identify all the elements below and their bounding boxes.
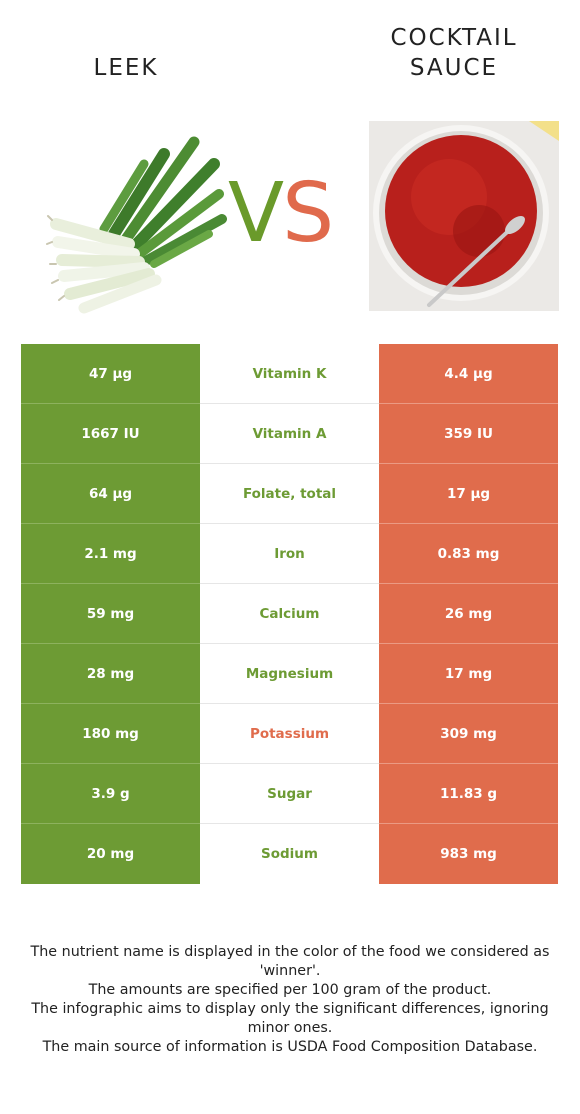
table-row: 47 µg Vitamin K 4.4 µg xyxy=(21,344,558,404)
footnote-line3: The infographic aims to display only the… xyxy=(31,1001,549,1036)
cocktail-sauce-value: 983 mg xyxy=(379,824,558,884)
nutrient-name: Magnesium xyxy=(200,644,379,704)
cocktail-sauce-value: 17 mg xyxy=(379,644,558,704)
cocktail-sauce-value: 4.4 µg xyxy=(379,344,558,404)
cocktail-sauce-value: 26 mg xyxy=(379,584,558,644)
cocktail-sauce-image xyxy=(369,121,559,311)
leek-value: 20 mg xyxy=(21,824,200,884)
leek-value: 180 mg xyxy=(21,704,200,764)
left-food-title: LEEK xyxy=(93,55,159,81)
leek-value: 1667 IU xyxy=(21,404,200,464)
leek-value: 47 µg xyxy=(21,344,200,404)
table-row: 2.1 mg Iron 0.83 mg xyxy=(21,524,558,584)
cocktail-sauce-value: 359 IU xyxy=(379,404,558,464)
footnote-line4: The main source of information is USDA F… xyxy=(42,1039,538,1055)
table-row: 28 mg Magnesium 17 mg xyxy=(21,644,558,704)
vs-v: V xyxy=(228,166,284,261)
footnote: The nutrient name is displayed in the co… xyxy=(20,943,560,1057)
nutrient-name: Vitamin A xyxy=(200,404,379,464)
table-row: 64 µg Folate, total 17 µg xyxy=(21,464,558,524)
leek-value: 2.1 mg xyxy=(21,524,200,584)
table-row: 20 mg Sodium 983 mg xyxy=(21,824,558,884)
leek-value: 3.9 g xyxy=(21,764,200,824)
table-row: 1667 IU Vitamin A 359 IU xyxy=(21,404,558,464)
right-title-line1: COCKTAIL xyxy=(390,25,518,51)
cocktail-sauce-value: 11.83 g xyxy=(379,764,558,824)
right-title-line2: SAUCE xyxy=(409,55,499,81)
nutrient-name: Vitamin K xyxy=(200,344,379,404)
leek-value: 64 µg xyxy=(21,464,200,524)
footnote-line1: The nutrient name is displayed in the co… xyxy=(30,944,550,979)
leek-value: 28 mg xyxy=(21,644,200,704)
nutrient-name: Sodium xyxy=(200,824,379,884)
right-food-title: COCKTAIL SAUCE xyxy=(364,23,544,83)
footnote-line2: The amounts are specified per 100 gram o… xyxy=(88,982,492,998)
nutrient-name: Potassium xyxy=(200,704,379,764)
table-row: 180 mg Potassium 309 mg xyxy=(21,704,558,764)
nutrient-name: Calcium xyxy=(200,584,379,644)
cocktail-sauce-value: 0.83 mg xyxy=(379,524,558,584)
cocktail-sauce-value: 309 mg xyxy=(379,704,558,764)
leek-value: 59 mg xyxy=(21,584,200,644)
cocktail-sauce-value: 17 µg xyxy=(379,464,558,524)
nutrient-name: Folate, total xyxy=(200,464,379,524)
nutrient-name: Sugar xyxy=(200,764,379,824)
nutrient-name: Iron xyxy=(200,524,379,584)
vs-label: VS xyxy=(228,164,334,264)
table-row: 3.9 g Sugar 11.83 g xyxy=(21,764,558,824)
nutrient-table: 47 µg Vitamin K 4.4 µg 1667 IU Vitamin A 359 … xyxy=(21,344,558,884)
table-row: 59 mg Calcium 26 mg xyxy=(21,584,558,644)
vs-s: S xyxy=(282,166,334,261)
leek-image xyxy=(46,136,227,314)
